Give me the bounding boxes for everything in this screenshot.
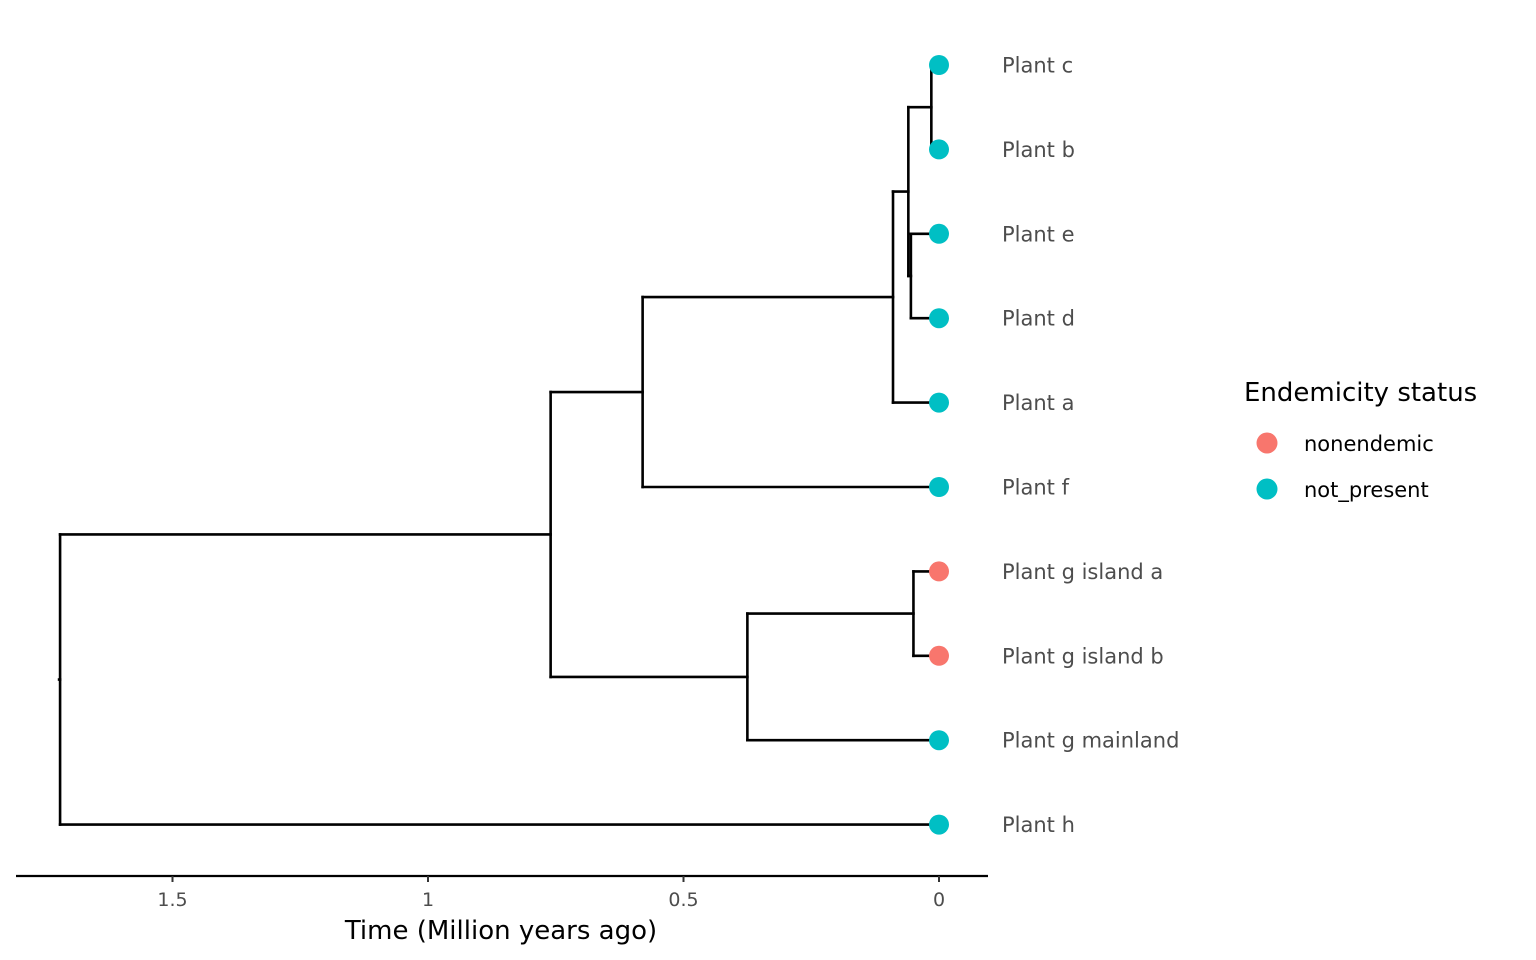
tip-point-c — [929, 55, 949, 75]
x-tick-label: 0 — [933, 889, 945, 911]
legend-title: Endemicity status — [1244, 378, 1477, 408]
tip-label-gm: Plant g mainland — [1002, 729, 1179, 753]
tip-point-a — [929, 392, 949, 413]
legend-label-nonendemic: nonendemic — [1304, 432, 1434, 456]
x-tick-label: 0.5 — [668, 889, 698, 911]
tip-point-gia — [929, 561, 949, 582]
tree-tips: Plant c Plant b Plant e Plant d Plant a Plant… — [929, 54, 1179, 837]
tip-label-h: Plant h — [1002, 813, 1075, 837]
tip-label-e: Plant e — [1002, 222, 1075, 246]
legend-items: nonendemic not_present — [1256, 432, 1434, 503]
tip-point-gib — [929, 645, 949, 666]
tip-point-h — [929, 814, 949, 835]
tip-point-gm — [929, 730, 949, 751]
tip-point-b — [929, 139, 949, 160]
x-axis: 1.5 1 0.5 0 Time (Million years ago) — [16, 874, 988, 946]
x-axis-title: Time (Million years ago) — [344, 916, 657, 946]
x-tick-label: 1.5 — [157, 889, 187, 911]
tip-label-c: Plant c — [1002, 54, 1073, 78]
legend-key-not_present — [1256, 478, 1278, 500]
tip-point-f — [929, 477, 949, 497]
tip-label-a: Plant a — [1002, 391, 1074, 415]
tip-point-e — [929, 223, 949, 244]
x-axis-ticks: 1.5 1 0.5 0 — [157, 876, 945, 911]
tip-label-gia: Plant g island a — [1002, 560, 1163, 584]
tree-branches — [57, 63, 941, 826]
tip-label-d: Plant d — [1002, 307, 1075, 331]
tip-label-b: Plant b — [1002, 138, 1075, 162]
legend-label-not_present: not_present — [1304, 478, 1429, 503]
legend: Endemicity status nonendemic not_present — [1244, 378, 1477, 503]
tip-label-gib: Plant g island b — [1002, 644, 1164, 668]
tip-label-f: Plant f — [1002, 476, 1070, 500]
legend-key-nonendemic — [1256, 432, 1278, 454]
tip-point-d — [929, 308, 949, 329]
x-tick-label: 1 — [422, 889, 434, 911]
